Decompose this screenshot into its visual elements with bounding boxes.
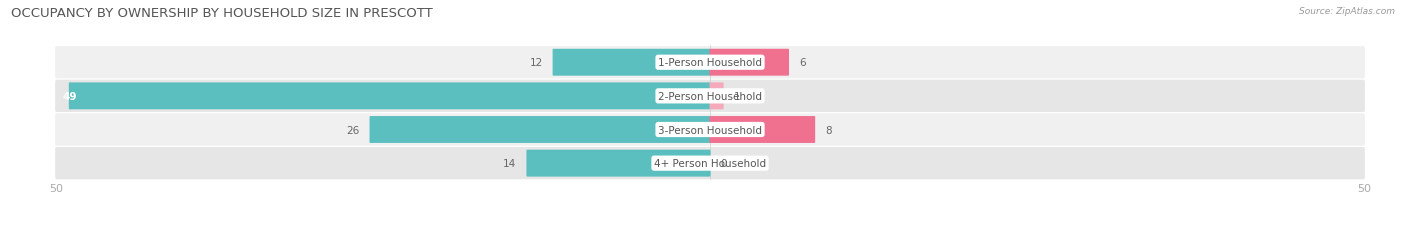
FancyBboxPatch shape: [370, 116, 710, 143]
Text: 8: 8: [825, 125, 832, 135]
Text: 1: 1: [734, 91, 740, 101]
FancyBboxPatch shape: [710, 83, 724, 110]
Text: OCCUPANCY BY OWNERSHIP BY HOUSEHOLD SIZE IN PRESCOTT: OCCUPANCY BY OWNERSHIP BY HOUSEHOLD SIZE…: [11, 7, 433, 20]
FancyBboxPatch shape: [710, 116, 815, 143]
FancyBboxPatch shape: [553, 49, 710, 76]
FancyBboxPatch shape: [55, 80, 1365, 112]
Text: 49: 49: [63, 91, 77, 101]
Text: 26: 26: [346, 125, 360, 135]
Text: 3-Person Household: 3-Person Household: [658, 125, 762, 135]
Text: 2-Person Household: 2-Person Household: [658, 91, 762, 101]
Text: 12: 12: [530, 58, 543, 68]
Text: 1-Person Household: 1-Person Household: [658, 58, 762, 68]
FancyBboxPatch shape: [710, 49, 789, 76]
Text: 4+ Person Household: 4+ Person Household: [654, 158, 766, 168]
Text: 0: 0: [720, 158, 727, 168]
FancyBboxPatch shape: [55, 147, 1365, 179]
Text: 6: 6: [799, 58, 806, 68]
FancyBboxPatch shape: [55, 114, 1365, 146]
FancyBboxPatch shape: [526, 150, 710, 177]
Text: 14: 14: [503, 158, 516, 168]
FancyBboxPatch shape: [55, 47, 1365, 79]
FancyBboxPatch shape: [69, 83, 710, 110]
Text: Source: ZipAtlas.com: Source: ZipAtlas.com: [1299, 7, 1395, 16]
